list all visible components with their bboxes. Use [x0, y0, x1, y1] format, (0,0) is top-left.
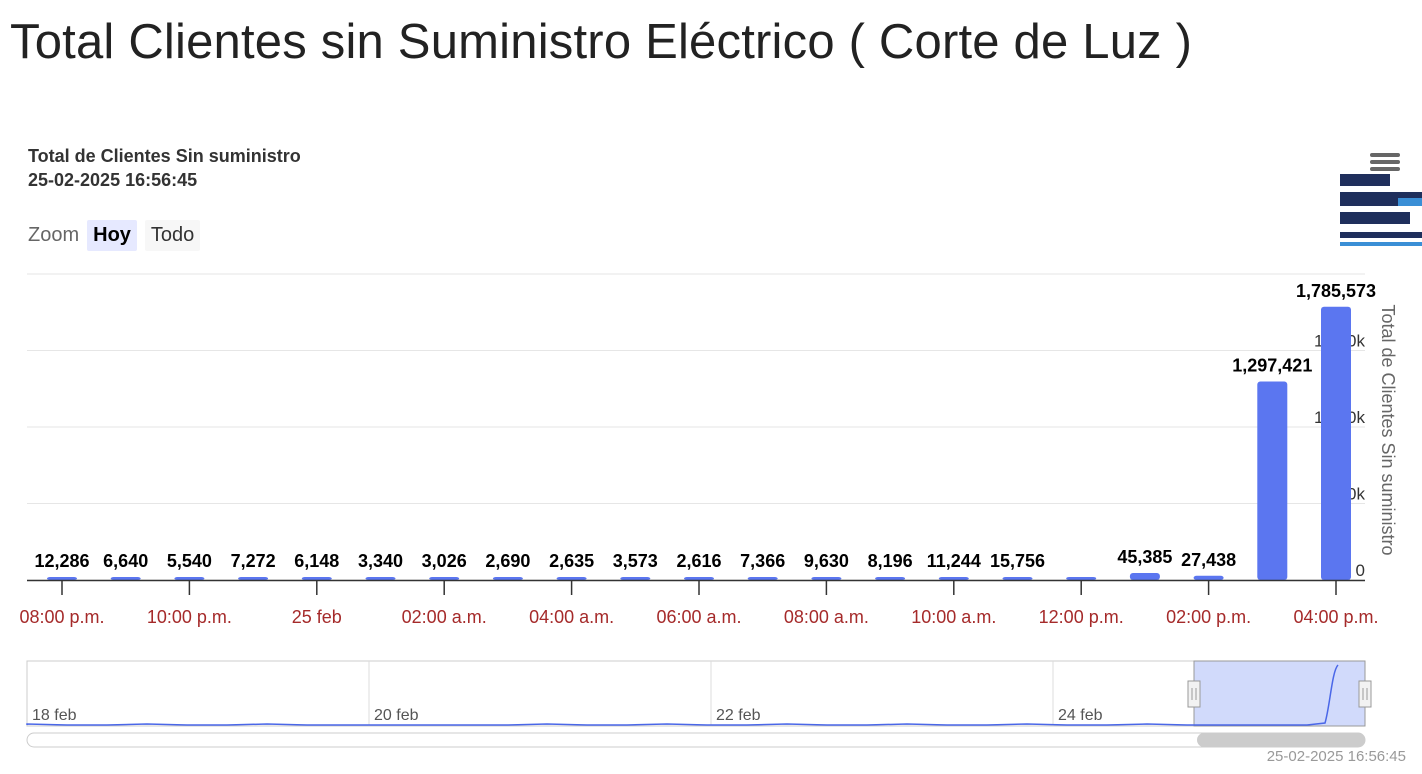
y-tick-label: 0 [1356, 561, 1365, 580]
x-tick-label: 04:00 p.m. [1293, 607, 1378, 627]
x-tick-label: 10:00 a.m. [911, 607, 996, 627]
data-label: 2,635 [549, 551, 594, 571]
x-tick-label: 10:00 p.m. [147, 607, 232, 627]
bar [492, 577, 523, 580]
bar [811, 577, 842, 580]
navigator-left-handle[interactable] [1187, 680, 1201, 708]
x-tick-label: 12:00 p.m. [1039, 607, 1124, 627]
bar [620, 577, 651, 580]
data-label: 5,540 [167, 551, 212, 571]
hamburger-menu-icon[interactable] [1370, 150, 1400, 176]
navigator-tick-label: 20 feb [374, 707, 419, 724]
zoom-today-button[interactable]: Hoy [87, 219, 137, 251]
bar [1321, 306, 1351, 580]
navigator-tick-label: 24 feb [1058, 707, 1103, 724]
data-label: 3,573 [613, 551, 658, 571]
bar [938, 577, 969, 580]
bar [1193, 575, 1224, 580]
data-label: 11,244 [927, 551, 981, 571]
x-tick-label: 25 feb [292, 607, 342, 627]
data-label: 6,148 [294, 551, 339, 571]
data-label: 8,196 [868, 551, 913, 571]
x-tick-label: 08:00 p.m. [19, 607, 104, 627]
chart-credits-timestamp: 25-02-2025 16:56:45 [1266, 748, 1406, 765]
bar [174, 577, 205, 580]
page-title: Total Clientes sin Suministro Eléctrico … [10, 15, 1193, 69]
bar [875, 577, 906, 580]
navigator-tick-label: 18 feb [32, 707, 77, 724]
data-label: 45,385 [1117, 547, 1172, 567]
data-label: 12,286 [34, 551, 89, 571]
data-label: 3,026 [422, 551, 467, 571]
main-chart: 0500k1,000k1,500kTotal de Clientes Sin s… [19, 273, 1398, 627]
data-label: 7,272 [231, 551, 276, 571]
data-label: 1,297,421 [1232, 355, 1312, 375]
data-label: 7,366 [740, 551, 785, 571]
chart-subtitle-timestamp: 25-02-2025 16:56:45 [28, 170, 198, 190]
scrollbar-thumb[interactable] [1197, 733, 1365, 747]
data-label: 1,785,573 [1296, 281, 1376, 301]
bar [365, 577, 396, 580]
x-tick-label: 06:00 a.m. [656, 607, 741, 627]
data-label: 2,690 [485, 551, 530, 571]
bar [47, 577, 77, 580]
chart-title: Total de Clientes Sin suministro 25-02-2… [28, 144, 301, 192]
data-label: 6,640 [103, 551, 148, 571]
bar [429, 577, 460, 580]
bar [238, 577, 269, 580]
x-tick-label: 02:00 a.m. [402, 607, 487, 627]
navigator-frame [26, 660, 1366, 727]
zoom-all-button[interactable]: Todo [144, 219, 201, 251]
zoom-selector: Zoom Hoy Todo [28, 218, 208, 252]
navigator-right-handle[interactable] [1358, 680, 1372, 708]
bar [747, 577, 778, 580]
navigator-chart[interactable]: 18 feb 20 feb 22 feb 24 feb [0, 655, 1422, 750]
bar [1002, 577, 1033, 580]
bar [1066, 576, 1097, 580]
data-label: 9,630 [804, 551, 849, 571]
y-axis-title: Total de Clientes Sin suministro [1378, 304, 1398, 555]
scrollbar-track[interactable] [26, 732, 1366, 748]
data-label: 3,340 [358, 551, 403, 571]
brand-logo [1340, 170, 1422, 254]
data-label: 15,756 [990, 551, 1045, 571]
bar [301, 577, 332, 580]
bar [684, 577, 714, 580]
navigator-selected-range[interactable] [1193, 660, 1366, 727]
x-tick-label: 02:00 p.m. [1166, 607, 1251, 627]
x-tick-label: 04:00 a.m. [529, 607, 614, 627]
bar [556, 577, 587, 580]
x-tick-label: 08:00 a.m. [784, 607, 869, 627]
data-label: 27,438 [1181, 550, 1236, 570]
zoom-label: Zoom [28, 223, 80, 246]
bar [110, 577, 141, 580]
navigator-series-line [26, 664, 1339, 726]
navigator-tick-label: 22 feb [716, 707, 761, 724]
data-label: 2,616 [676, 551, 721, 571]
bar [1257, 381, 1288, 580]
bar [1129, 573, 1160, 580]
chart-title-text: Total de Clientes Sin suministro [28, 146, 301, 166]
